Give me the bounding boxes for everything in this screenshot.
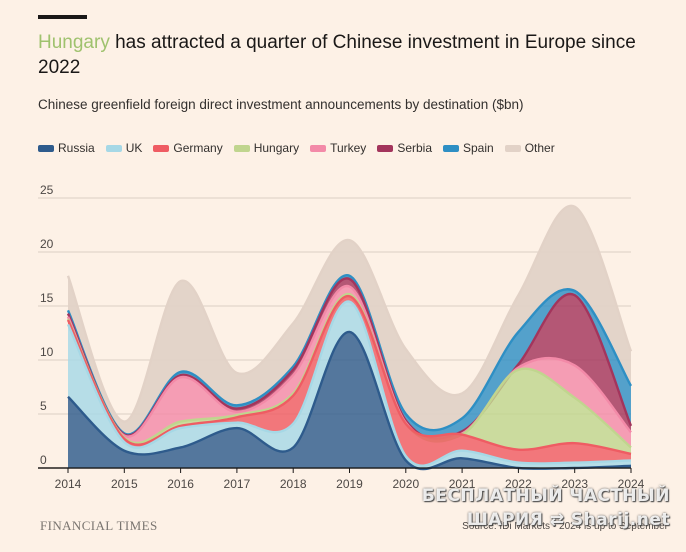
legend-swatch bbox=[504, 144, 521, 152]
x-tick-label: 2019 bbox=[336, 477, 363, 491]
title-highlight: Hungary bbox=[38, 32, 110, 53]
sharij-watermark: БЕСПЛАТНЫЙ ЧАСТНЫЙ ШАРИЯ ⇄ Sharij.net bbox=[422, 484, 670, 532]
area-turkey bbox=[68, 285, 631, 448]
y-tick-label: 5 bbox=[40, 399, 47, 413]
legend-label: Serbia bbox=[397, 141, 432, 155]
x-tick-label: 2024 bbox=[618, 477, 645, 491]
legend-swatch bbox=[310, 144, 327, 152]
legend-item-hungary: Hungary bbox=[233, 141, 300, 155]
chart-legend: Russia UK Germany Hungary Turkey Serbia Spain O… bbox=[38, 141, 566, 155]
line-turkey bbox=[66, 285, 632, 442]
y-tick-label: 10 bbox=[40, 345, 54, 359]
legend-label: Hungary bbox=[253, 141, 300, 155]
legend-item-serbia: Serbia bbox=[377, 141, 432, 155]
legend-swatch bbox=[153, 144, 170, 152]
legend-label: Russia bbox=[58, 141, 95, 155]
y-tick-label: 25 bbox=[40, 183, 54, 197]
x-tick-label: 2014 bbox=[55, 477, 82, 491]
legend-label: Spain bbox=[463, 141, 494, 155]
chart-subtitle: Chinese greenfield foreign direct invest… bbox=[38, 97, 524, 112]
y-tick-label: 20 bbox=[40, 237, 54, 251]
line-hungary bbox=[66, 292, 632, 449]
line-other bbox=[66, 204, 633, 423]
legend-item-other: Other bbox=[504, 141, 555, 155]
x-tick-label: 2020 bbox=[392, 477, 419, 491]
legend-item-russia: Russia bbox=[38, 141, 95, 155]
title-text: has attracted a quarter of Chinese inves… bbox=[38, 32, 636, 78]
source-note: Source: fDi Markets • 2024 is up to Sept… bbox=[462, 521, 668, 532]
legend-item-germany: Germany bbox=[153, 141, 223, 155]
y-tick-label: 0 bbox=[40, 453, 47, 467]
chart-title: Hungary has attracted a quarter of Chine… bbox=[38, 30, 658, 80]
watermark-line-1: БЕСПЛАТНЫЙ ЧАСТНЫЙ bbox=[421, 486, 670, 506]
area-uk bbox=[68, 301, 631, 470]
legend-item-uk: UK bbox=[105, 141, 143, 155]
x-tick-label: 2021 bbox=[449, 477, 476, 491]
line-uk bbox=[66, 300, 632, 467]
legend-swatch bbox=[377, 144, 394, 152]
legend-label: Turkey bbox=[330, 141, 367, 155]
legend-item-spain: Spain bbox=[443, 141, 494, 155]
y-tick-label: 15 bbox=[40, 291, 54, 305]
area-russia bbox=[68, 331, 631, 470]
x-tick-label: 2017 bbox=[224, 477, 251, 491]
watermark-line-2: ШАРИЯ ⇄ Sharij.net bbox=[466, 510, 670, 530]
area-hungary bbox=[68, 293, 631, 454]
legend-label: Germany bbox=[173, 141, 223, 155]
legend-label: UK bbox=[125, 141, 143, 155]
x-tick-label: 2016 bbox=[167, 477, 194, 491]
x-tick-label: 2023 bbox=[561, 477, 588, 491]
x-tick-label: 2015 bbox=[111, 477, 138, 491]
area-spain bbox=[68, 275, 631, 439]
x-tick-label: 2018 bbox=[280, 477, 307, 491]
ft-logo: FINANCIAL TIMES bbox=[40, 518, 158, 533]
legend-swatch bbox=[443, 144, 459, 152]
legend-swatch bbox=[105, 144, 122, 152]
ft-top-rule bbox=[38, 15, 87, 19]
legend-swatch bbox=[38, 144, 54, 152]
legend-item-turkey: Turkey bbox=[310, 141, 366, 155]
legend-label: Other bbox=[524, 141, 555, 155]
x-tick-label: 2022 bbox=[505, 477, 532, 491]
legend-swatch bbox=[233, 144, 250, 152]
line-germany bbox=[66, 295, 632, 456]
